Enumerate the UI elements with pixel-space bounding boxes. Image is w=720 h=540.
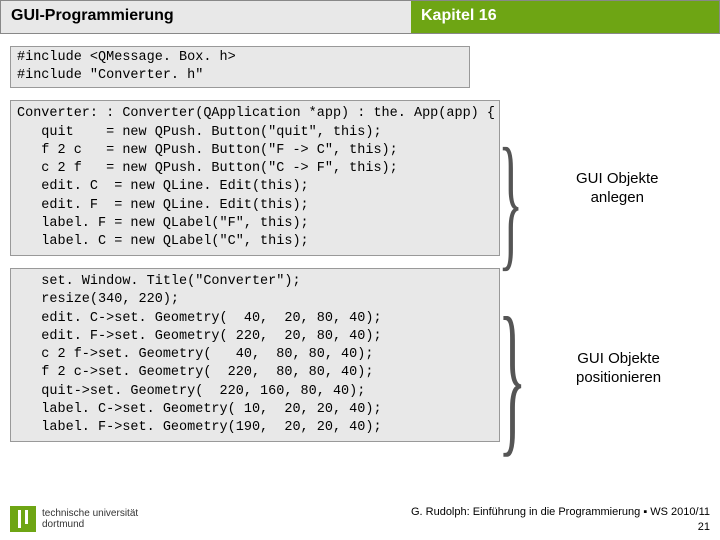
slide-header: GUI-Programmierung Kapitel 16 (0, 0, 720, 34)
slide-footer: G. Rudolph: Einführung in die Programmie… (411, 505, 710, 534)
logo-line: technische universität (42, 508, 138, 519)
logo-text: technische universität dortmund (42, 508, 138, 530)
annotation-position: GUI Objekte positionieren (576, 350, 661, 388)
tu-logo-icon (10, 506, 36, 532)
annotation-line: anlegen (576, 189, 659, 208)
brace-icon: } (498, 280, 527, 475)
annotation-line: positionieren (576, 369, 661, 388)
code-geometry: set. Window. Title("Converter"); resize(… (10, 268, 500, 442)
annotation-line: GUI Objekte (576, 350, 661, 369)
footer-credit: G. Rudolph: Einführung in die Programmie… (411, 505, 710, 519)
annotation-line: GUI Objekte (576, 170, 659, 189)
code-includes: #include <QMessage. Box. h> #include "Co… (10, 46, 470, 88)
brace-icon: } (498, 115, 523, 287)
code-constructor: Converter: : Converter(QApplication *app… (10, 100, 500, 256)
slide-number: 21 (411, 520, 710, 534)
logo-line: dortmund (42, 519, 138, 530)
annotation-create: GUI Objekte anlegen (576, 170, 659, 208)
header-title-right: Kapitel 16 (411, 1, 719, 33)
university-logo: technische universität dortmund (10, 506, 138, 532)
header-title-left: GUI-Programmierung (1, 1, 411, 33)
